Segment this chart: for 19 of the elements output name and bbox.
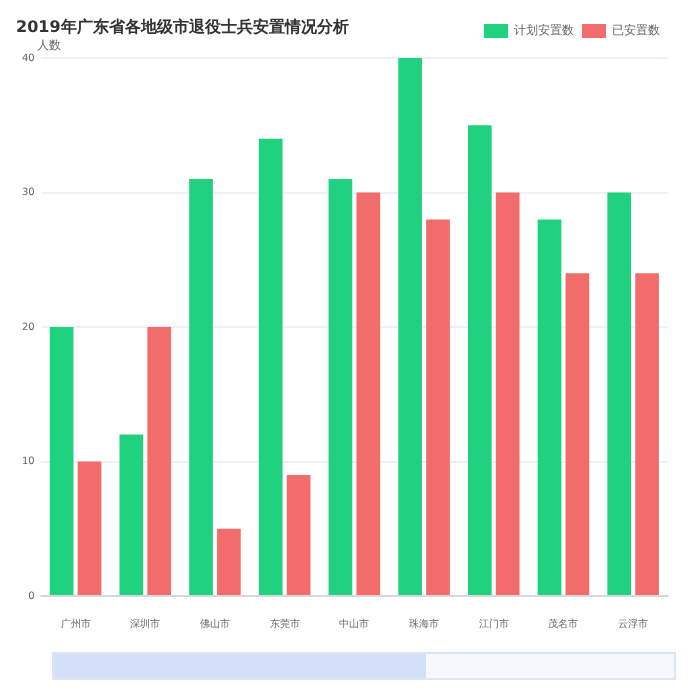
bar [426, 219, 450, 595]
bar [286, 474, 311, 595]
chart-title: 2019年广东省各地级市退役士兵安置情况分析 [16, 16, 349, 38]
bar [537, 219, 562, 595]
bar [77, 461, 102, 595]
bar [189, 179, 213, 595]
bar [147, 327, 172, 595]
bar [495, 192, 520, 595]
bar [398, 58, 422, 595]
bar [467, 125, 492, 595]
bar [119, 434, 144, 595]
bar [258, 138, 283, 595]
bar [328, 179, 353, 595]
bar [607, 192, 632, 595]
bar [49, 327, 74, 595]
bar [356, 192, 381, 595]
bar [565, 273, 590, 595]
bar [217, 528, 241, 595]
bar [635, 273, 659, 595]
